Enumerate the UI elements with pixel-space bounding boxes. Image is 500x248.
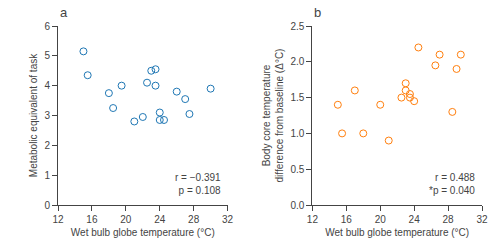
svg-text:20: 20: [120, 214, 132, 225]
svg-text:2.5: 2.5: [290, 21, 304, 32]
svg-text:1.5: 1.5: [290, 92, 304, 103]
svg-text:a: a: [60, 5, 68, 20]
svg-text:16: 16: [341, 214, 353, 225]
svg-text:32: 32: [222, 214, 234, 225]
svg-text:20: 20: [375, 214, 387, 225]
svg-text:28: 28: [443, 214, 455, 225]
svg-text:24: 24: [409, 214, 421, 225]
svg-text:Body core temperaturedifferenc: Body core temperaturedifference from bas…: [261, 49, 285, 183]
svg-text:b: b: [314, 5, 321, 20]
svg-text:12: 12: [52, 214, 64, 225]
svg-text:12: 12: [307, 214, 319, 225]
svg-text:2.0: 2.0: [290, 56, 304, 67]
svg-text:0.0: 0.0: [290, 200, 304, 211]
svg-text:1.0: 1.0: [290, 128, 304, 139]
svg-text:Wet bulb globe temperature (°C: Wet bulb globe temperature (°C): [71, 227, 215, 238]
svg-text:0.5: 0.5: [290, 164, 304, 175]
svg-text:0: 0: [44, 200, 50, 211]
svg-text:1: 1: [44, 170, 50, 181]
svg-text:16: 16: [86, 214, 98, 225]
svg-text:32: 32: [476, 214, 488, 225]
svg-text:r = 0.488*p = 0.040: r = 0.488*p = 0.040: [429, 172, 475, 196]
svg-text:6: 6: [44, 21, 50, 32]
svg-text:4: 4: [44, 80, 50, 91]
svg-text:24: 24: [154, 214, 166, 225]
svg-text:3: 3: [44, 110, 50, 121]
svg-text:28: 28: [188, 214, 200, 225]
svg-text:5: 5: [44, 50, 50, 61]
svg-text:Metabolic equivalent of task: Metabolic equivalent of task: [28, 53, 39, 177]
svg-text:2: 2: [44, 140, 50, 151]
svg-text:Wet bulb globe temperature (°C: Wet bulb globe temperature (°C): [325, 227, 469, 238]
svg-text:r = −0.391p = 0.108: r = −0.391p = 0.108: [175, 172, 221, 196]
